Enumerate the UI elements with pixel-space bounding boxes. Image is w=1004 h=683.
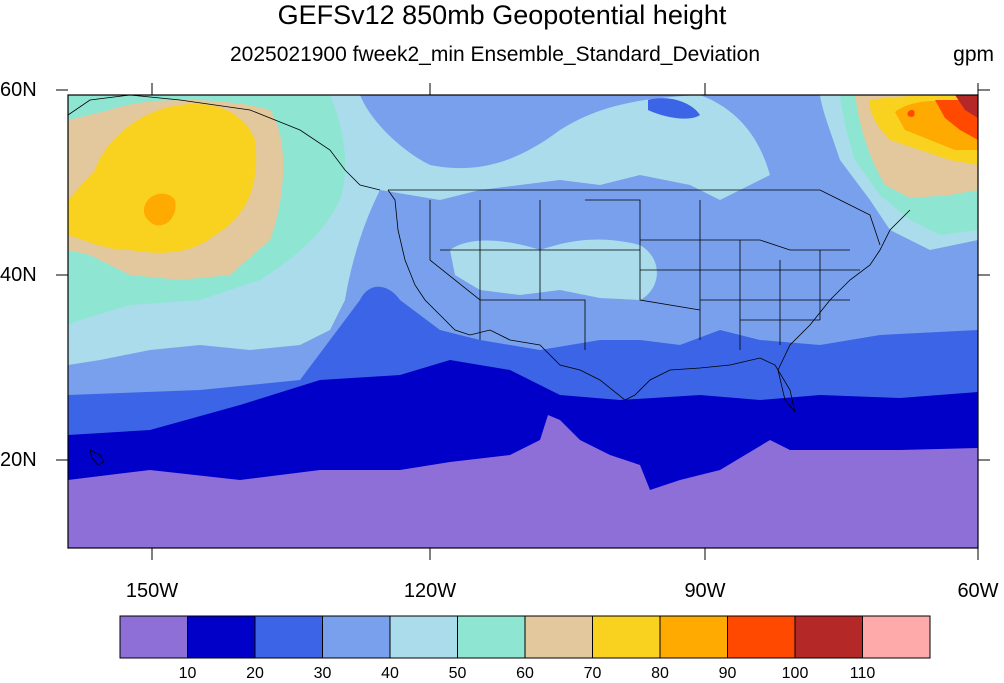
colorbar-tick-label: 100 [781, 665, 809, 682]
colorbar-box-3 [322, 615, 391, 659]
contour-110-plus [955, 95, 978, 118]
colorbar-box-0 [119, 615, 188, 659]
colorbar-tick-label: 60 [516, 665, 534, 682]
lon-label-150w: 150W [125, 580, 179, 602]
lat-label-20n: 20N [0, 449, 37, 471]
colorbar-box-6 [524, 615, 593, 659]
lon-label-90w: 90W [684, 580, 726, 602]
lon-label-60w: 60W [957, 580, 999, 602]
lat-label-60n: 60N [0, 79, 37, 101]
colorbar-box-10 [794, 615, 863, 659]
colorbar-box-9 [727, 615, 796, 659]
colorbar-box-8 [659, 615, 728, 659]
lat-label-40n: 40N [0, 264, 37, 286]
contour-80-90-west [68, 104, 257, 253]
colorbar-tick-label: 110 [849, 665, 876, 682]
map-title: GEFSv12 850mb Geopotential height [277, 0, 727, 30]
units-label: gpm [953, 43, 994, 66]
colorbar-box-4 [389, 615, 458, 659]
map-frame [67, 94, 979, 549]
colorbar-tick-label: 30 [313, 665, 332, 682]
colorbar-tick-label: 70 [583, 665, 602, 682]
colorbar-tick-label: 80 [651, 665, 669, 682]
contour-50-60-interior [450, 239, 657, 300]
colorbar-tick-label: 40 [381, 665, 399, 682]
coastlines-and-borders [68, 95, 911, 466]
contour-local-max [907, 109, 915, 117]
colorbar-box-7 [592, 615, 661, 659]
colorbar-tick-label: 20 [246, 665, 264, 682]
colorbar-tick-label: 10 [178, 665, 197, 682]
axis-ticks [56, 83, 990, 560]
contour-field [68, 95, 978, 548]
colorbar-tick-label: 90 [718, 665, 737, 682]
colorbar-box-11 [862, 615, 931, 659]
map-subtitle: 2025021900 fweek2_min Ensemble_Standard_… [230, 43, 761, 66]
contour-90-100-west [143, 193, 176, 226]
contour-30-40-north [648, 98, 700, 119]
colorbar [119, 615, 931, 659]
colorbar-box-5 [457, 615, 526, 659]
lon-label-120w: 120W [403, 580, 457, 602]
colorbar-box-2 [254, 615, 323, 659]
colorbar-box-1 [187, 615, 256, 659]
contour-10-20 [68, 415, 978, 548]
colorbar-tick-label: 50 [448, 665, 467, 682]
